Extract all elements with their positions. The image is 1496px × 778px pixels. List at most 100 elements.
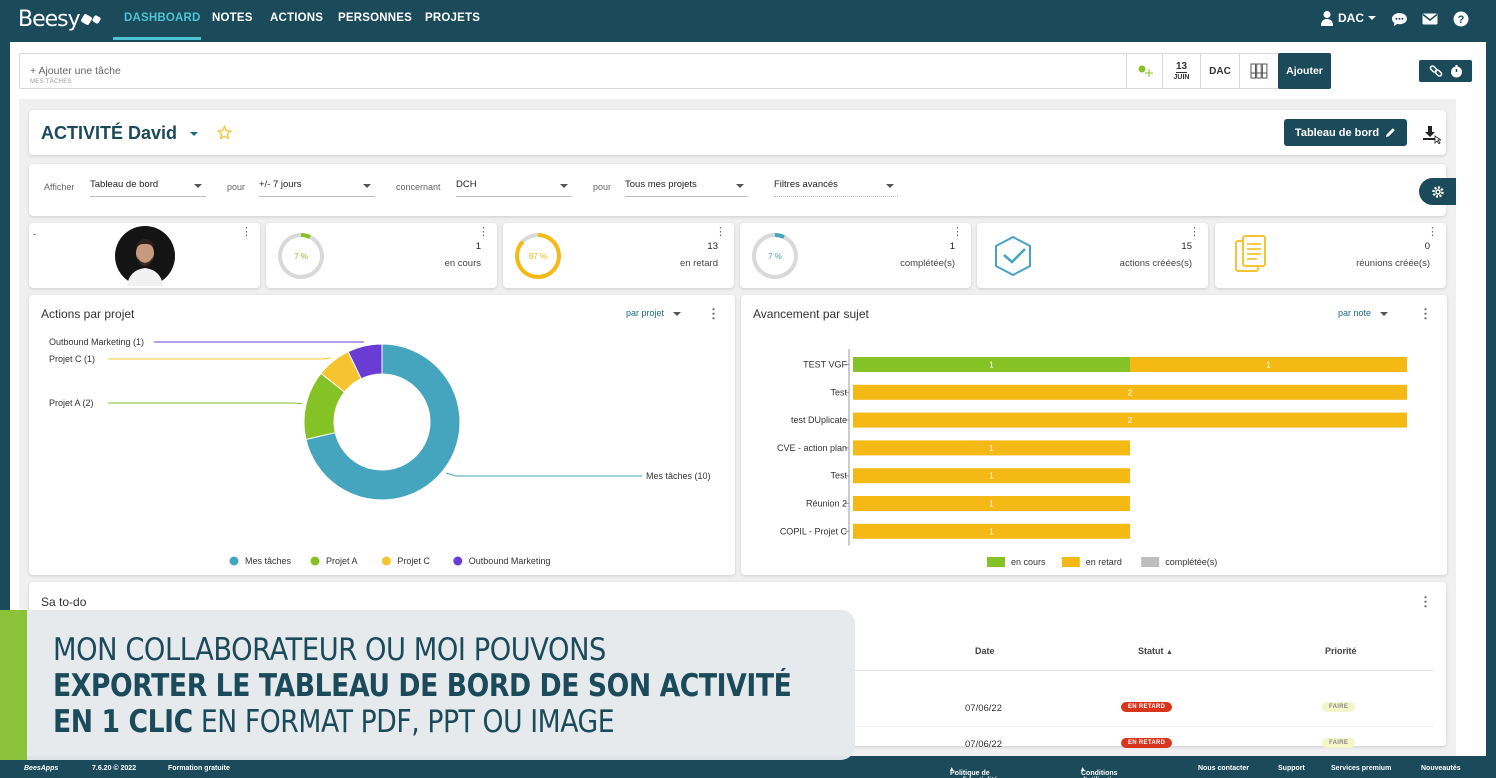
- meetings-label: réunions créée(s): [1356, 258, 1430, 269]
- footer-privacy-link[interactable]: Politique de confidentialité ▴: [950, 765, 997, 778]
- nav-personnes[interactable]: PERSONNES: [338, 12, 413, 24]
- nav-projets[interactable]: PROJETS: [425, 12, 481, 24]
- footer-news-link[interactable]: Nouveautés: [1421, 765, 1461, 772]
- bar-data-label: 1: [989, 444, 994, 453]
- task-placeholder: + Ajouter une tâche: [30, 65, 121, 77]
- footer-contact-link[interactable]: Nous contacter: [1198, 765, 1249, 772]
- card-menu-icon[interactable]: ⋮: [715, 226, 726, 238]
- in-progress-pct: 7 %: [282, 237, 320, 275]
- legend-swatch: [453, 556, 463, 566]
- logo-hex-icon: [80, 13, 93, 26]
- status-badge: EN RETARD: [1121, 738, 1173, 748]
- y-tick-label: TEST VGF: [803, 360, 847, 370]
- bar-segment: [853, 496, 1130, 511]
- column-header-date[interactable]: Date: [975, 646, 995, 656]
- bar-segment: [853, 523, 1130, 539]
- owner-selector[interactable]: DAC: [1200, 53, 1240, 89]
- bar-data-label: 1: [989, 527, 994, 536]
- filter-show-value: Tableau de bord: [90, 179, 159, 190]
- chevron-down-icon: [886, 184, 894, 188]
- filter-person-select[interactable]: DCH: [456, 179, 572, 197]
- in-progress-ring: 7 %: [278, 233, 324, 279]
- priority-selector[interactable]: [1126, 53, 1163, 89]
- advanced-filters[interactable]: Filtres avancés: [774, 179, 898, 197]
- caption-line-3: EN 1 CLIC EN FORMAT PDF, PPT OU IMAGE: [53, 704, 615, 740]
- star-icon[interactable]: [217, 125, 232, 140]
- dashboard-button-label: Tableau de bord: [1294, 126, 1380, 139]
- late-label: en retard: [679, 258, 718, 269]
- add-task-input[interactable]: + Ajouter une tâche MES TÂCHES: [19, 53, 1132, 89]
- card-menu-icon[interactable]: ⋮: [1419, 594, 1432, 609]
- caption-line-3-bold: EN 1 CLIC: [53, 704, 193, 740]
- beesy-logo[interactable]: Beesy: [18, 7, 101, 32]
- row-date: 07/06/22: [965, 703, 1002, 714]
- y-tick-label: Test: [830, 387, 847, 397]
- link-icon[interactable]: [1429, 64, 1443, 78]
- pencil-icon: [1385, 128, 1395, 138]
- donut-slice: [305, 343, 461, 501]
- group-by-select[interactable]: par note: [1338, 308, 1388, 318]
- nav-actions[interactable]: ACTIONS: [270, 12, 324, 24]
- footer-terms-link[interactable]: Conditions d'utilisation ▴: [1081, 765, 1120, 778]
- group-by-select[interactable]: par projet: [626, 308, 681, 318]
- due-date-selector[interactable]: 13 JUIN: [1162, 53, 1201, 89]
- nav-notes[interactable]: NOTES: [212, 12, 253, 24]
- card-menu-icon[interactable]: ⋮: [478, 226, 489, 238]
- page-title[interactable]: ACTIVITÉ David: [41, 123, 199, 144]
- created-count: 15: [1181, 241, 1192, 252]
- card-menu-icon[interactable]: ⋮: [952, 226, 963, 238]
- download-icon[interactable]: [1421, 124, 1441, 144]
- late-pct: 87 %: [519, 237, 557, 275]
- priority-badge: FAIRE: [1322, 738, 1356, 748]
- nav-dashboard[interactable]: DASHBOARD: [124, 12, 201, 24]
- footer: BeesApps 7.6.20 © 2022 Formation gratuit…: [0, 760, 1496, 778]
- user-menu[interactable]: DAC: [1320, 10, 1376, 26]
- actions-by-project-card: Actions par projet par projet ⋮: [29, 295, 735, 575]
- table-row-divider: [819, 726, 1433, 727]
- timer-icon[interactable]: [1450, 64, 1463, 78]
- caption-line-1: MON COLLABORATEUR OU MOI POUVONS: [53, 632, 606, 668]
- card-menu-icon[interactable]: ⋮: [1189, 226, 1200, 238]
- filter-show-select[interactable]: Tableau de bord: [90, 179, 206, 197]
- footer-brand[interactable]: BeesApps: [24, 765, 59, 772]
- svg-text:?: ?: [1458, 14, 1465, 26]
- card-title: Sa to-do: [41, 595, 87, 609]
- bar-data-label: 2: [1128, 416, 1133, 425]
- footer-support-link[interactable]: Support: [1278, 765, 1305, 772]
- legend-label: complétée(s): [1165, 557, 1217, 567]
- bar-segment: [1130, 357, 1407, 372]
- column-header-status[interactable]: Statut ▲: [1138, 646, 1173, 656]
- in-progress-card: 7 % 1 en cours ⋮: [266, 223, 497, 288]
- card-menu-icon[interactable]: ⋮: [1427, 226, 1438, 238]
- filter-projects-select[interactable]: Tous mes projets: [625, 179, 748, 197]
- done-card: 7 % 1 complétée(s) ⋮: [740, 223, 971, 288]
- filter-about-label: concernant: [396, 182, 441, 192]
- card-menu-icon[interactable]: ⋮: [707, 306, 720, 321]
- donut-label: Outbound Marketing (1): [49, 337, 144, 347]
- avatar[interactable]: [115, 226, 175, 286]
- chevron-down-icon: [1368, 16, 1376, 20]
- footer-training-link[interactable]: Formation gratuite: [168, 765, 230, 772]
- column-header-priority[interactable]: Priorité: [1325, 646, 1357, 656]
- filter-period-select[interactable]: +/- 7 jours: [259, 179, 375, 197]
- legend-swatch: [987, 557, 1005, 567]
- card-menu-icon[interactable]: ⋮: [241, 226, 252, 238]
- chevron-down-icon: [736, 184, 744, 188]
- project-selector[interactable]: [1239, 53, 1279, 89]
- settings-button[interactable]: [1419, 178, 1456, 205]
- filter-show-label: Afficher: [44, 182, 75, 192]
- card-menu-icon[interactable]: ⋮: [1419, 306, 1432, 321]
- chevron-down-icon[interactable]: [190, 132, 199, 137]
- filter-person-value: DCH: [456, 179, 477, 190]
- add-task-button[interactable]: Ajouter: [1278, 53, 1331, 89]
- bar-data-label: 2: [1128, 388, 1133, 397]
- task-list-label: MES TÂCHES: [30, 79, 72, 85]
- dashboard-button[interactable]: Tableau de bord: [1284, 119, 1407, 146]
- caption-accent-bar: [0, 610, 27, 760]
- footer-premium-link[interactable]: Services premium: [1331, 765, 1392, 772]
- group-by-value: par projet: [626, 308, 665, 318]
- help-icon[interactable]: ?: [1452, 10, 1470, 28]
- chat-icon[interactable]: [1390, 10, 1408, 28]
- mail-icon[interactable]: [1421, 10, 1439, 28]
- bar-segment: [853, 384, 1407, 400]
